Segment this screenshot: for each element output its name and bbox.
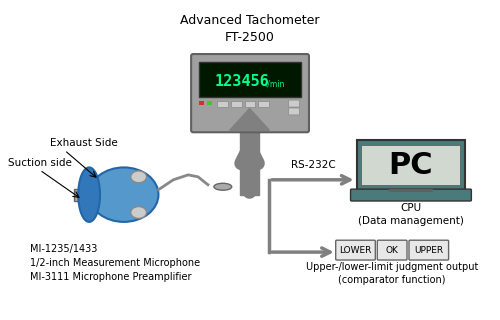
Text: MI-1235/1433
1/2-inch Measurement Microphone
MI-3111 Microphone Preamplifier: MI-1235/1433 1/2-inch Measurement Microp… — [30, 244, 200, 282]
Bar — [389, 189, 433, 192]
Text: PC: PC — [388, 151, 434, 180]
FancyBboxPatch shape — [350, 189, 472, 201]
Bar — [356, 140, 466, 190]
FancyBboxPatch shape — [409, 240, 449, 260]
FancyBboxPatch shape — [191, 54, 309, 132]
Bar — [199, 62, 301, 97]
Ellipse shape — [78, 167, 100, 222]
FancyBboxPatch shape — [378, 240, 407, 260]
Text: CPU
(Data management): CPU (Data management) — [358, 203, 464, 226]
Ellipse shape — [130, 171, 146, 183]
Bar — [258, 100, 270, 107]
Text: Suction side: Suction side — [8, 158, 72, 168]
Text: Advanced Tachometer
FT-2500: Advanced Tachometer FT-2500 — [180, 14, 320, 44]
FancyBboxPatch shape — [336, 240, 376, 260]
Bar — [74, 189, 89, 201]
Ellipse shape — [130, 206, 146, 219]
Bar — [199, 100, 204, 105]
Text: RS-232C: RS-232C — [290, 160, 336, 170]
Text: Exhaust Side: Exhaust Side — [50, 138, 117, 148]
Text: UPPER: UPPER — [414, 246, 444, 255]
Bar — [362, 145, 460, 185]
Ellipse shape — [214, 183, 232, 190]
Ellipse shape — [89, 167, 158, 222]
Text: r/min: r/min — [264, 80, 285, 89]
Text: LOWER: LOWER — [340, 246, 372, 255]
Text: OK: OK — [386, 246, 398, 255]
Polygon shape — [230, 108, 270, 130]
Text: 123456: 123456 — [214, 74, 270, 89]
FancyBboxPatch shape — [288, 108, 300, 115]
Bar — [230, 100, 241, 107]
Bar — [217, 100, 228, 107]
Bar — [240, 130, 260, 195]
Bar — [244, 100, 256, 107]
Bar — [207, 100, 212, 105]
Text: Upper-/lower-limit judgment output
(comparator function): Upper-/lower-limit judgment output (comp… — [306, 262, 478, 285]
FancyBboxPatch shape — [288, 100, 300, 107]
